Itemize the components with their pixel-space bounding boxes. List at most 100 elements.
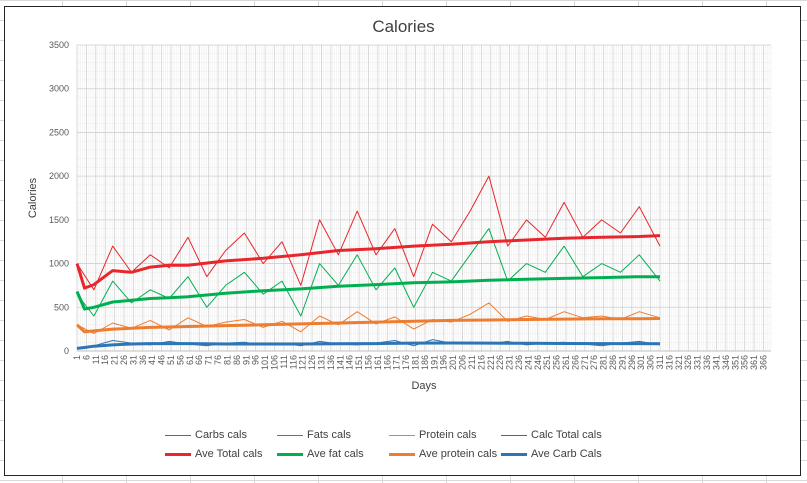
legend-item-calc-total-cals: Calc Total cals — [501, 429, 613, 441]
legend-label: Fats cals — [307, 429, 352, 441]
legend-item-carbs-cals: Carbs cals — [165, 429, 277, 441]
x-tick-label: 86 — [232, 355, 242, 365]
y-tick-label: 2000 — [49, 171, 69, 181]
x-tick-label: 16 — [100, 355, 110, 365]
legend-swatch — [501, 452, 527, 456]
legend-label: Protein cals — [419, 429, 477, 441]
x-tick-label: 226 — [495, 355, 505, 370]
y-tick-label: 2500 — [49, 127, 69, 137]
x-tick-label: 56 — [175, 355, 185, 365]
x-tick-label: 271 — [580, 355, 590, 370]
x-tick-label: 111 — [279, 355, 289, 369]
legend-swatch — [389, 452, 415, 456]
x-tick-label: 326 — [683, 355, 693, 370]
legend-swatch — [277, 452, 303, 456]
x-tick-label: 311 — [655, 355, 665, 369]
x-tick-label: 136 — [326, 355, 336, 370]
series-line-calc-total-cals — [76, 175, 661, 291]
x-tick-label: 126 — [307, 355, 317, 370]
chart-area[interactable]: Calories 1 6 11 16 21 26 31 36 41 46 51 56 61 66 71 76 8… — [4, 6, 801, 476]
x-tick-label: 106 — [269, 355, 279, 370]
x-tick-label: 241 — [523, 355, 533, 370]
x-tick-label: 181 — [411, 355, 421, 370]
x-tick-label: 361 — [749, 355, 759, 370]
x-tick-label: 1 — [72, 355, 82, 360]
legend-label: Calc Total cals — [531, 429, 602, 441]
x-tick-label: 156 — [364, 355, 374, 370]
x-tick-label: 206 — [458, 355, 468, 370]
x-tick-label: 171 — [392, 355, 402, 370]
x-tick-label: 66 — [194, 355, 204, 365]
x-tick-label: 191 — [429, 355, 439, 370]
x-tick-label: 261 — [561, 355, 571, 370]
x-tick-label: 186 — [420, 355, 430, 370]
y-axis-title: Calories — [27, 177, 39, 218]
y-tick-label: 3000 — [49, 84, 69, 94]
x-tick-label: 231 — [505, 355, 515, 370]
x-tick-label: 161 — [373, 355, 383, 370]
legend-label: Ave fat cals — [307, 448, 364, 460]
x-tick-label: 31 — [128, 355, 138, 365]
x-tick-label: 46 — [157, 355, 167, 365]
x-tick-label: 151 — [354, 355, 364, 370]
x-tick-label: 251 — [542, 355, 552, 370]
series-line-fats-cals — [76, 228, 661, 317]
x-tick-label: 336 — [702, 355, 712, 370]
x-tick-label: 331 — [693, 355, 703, 370]
legend-label: Ave protein cals — [419, 448, 498, 460]
series-line-ave-carb-cals — [76, 341, 661, 350]
x-tick-label: 341 — [711, 355, 721, 370]
x-tick-label: 166 — [382, 355, 392, 370]
series-line-ave-fat-cals — [75, 275, 660, 311]
x-tick-label: 236 — [514, 355, 524, 370]
chart-title: Calories — [372, 17, 435, 36]
x-tick-label: 26 — [119, 355, 129, 365]
y-tick-label: 0 — [64, 346, 69, 356]
legend-swatch — [277, 434, 303, 436]
x-tick-label: 61 — [185, 355, 195, 365]
legend-swatch — [165, 452, 191, 456]
x-tick-label: 296 — [627, 355, 637, 370]
x-tick-label: 176 — [401, 355, 411, 370]
x-tick-label: 96 — [251, 355, 261, 365]
legend-swatch — [389, 434, 415, 436]
x-tick-label: 216 — [476, 355, 486, 370]
x-tick-label: 291 — [617, 355, 627, 370]
x-axis-title: Days — [411, 380, 437, 392]
series-line-ave-protein-cals — [75, 317, 661, 334]
legend-item-fats-cals: Fats cals — [277, 429, 389, 441]
x-tick-label: 281 — [599, 355, 609, 370]
legend-item-ave-total-cals: Ave Total cals — [165, 448, 277, 460]
x-tick-label: 286 — [608, 355, 618, 370]
x-tick-label: 301 — [636, 355, 646, 370]
x-tick-label: 346 — [721, 355, 731, 370]
x-tick-label: 351 — [730, 355, 740, 370]
x-tick-label: 246 — [533, 355, 543, 370]
legend-item-ave-fat-cals: Ave fat cals — [277, 448, 389, 460]
x-tick-label: 51 — [166, 355, 176, 365]
legend-label: Ave Carb Cals — [531, 448, 602, 460]
x-tick-label: 266 — [570, 355, 580, 370]
x-tick-label: 321 — [674, 355, 684, 370]
x-tick-label: 131 — [316, 355, 326, 370]
x-tick-label: 356 — [740, 355, 750, 370]
legend-item-ave-carb-cals: Ave Carb Cals — [501, 448, 613, 460]
x-tick-label: 201 — [448, 355, 458, 370]
chart-canvas: 1 6 11 16 21 26 31 36 41 46 51 56 61 66 71 76 81 86 91 96 10… — [27, 40, 772, 392]
x-tick-label: 71 — [204, 355, 214, 365]
x-tick-label: 196 — [439, 355, 449, 370]
x-tick-label: 221 — [486, 355, 496, 370]
y-tick-label: 1000 — [49, 259, 69, 269]
x-tick-label: 101 — [260, 355, 270, 370]
legend-label: Carbs cals — [195, 429, 247, 441]
series-line-ave-total-cals — [75, 234, 661, 290]
legend-item-protein-cals: Protein cals — [389, 429, 501, 441]
x-tick-label: 76 — [213, 355, 223, 365]
x-tick-label: 81 — [222, 355, 232, 365]
y-tick-label: 3500 — [49, 40, 69, 50]
x-tick-label: 6 — [81, 355, 91, 360]
x-tick-label: 141 — [335, 355, 345, 370]
x-tick-label: 116 — [288, 355, 298, 369]
x-tick-label: 306 — [646, 355, 656, 370]
chart-legend: Carbs cals Fats cals Protein cals Calc Tota… — [165, 429, 665, 460]
